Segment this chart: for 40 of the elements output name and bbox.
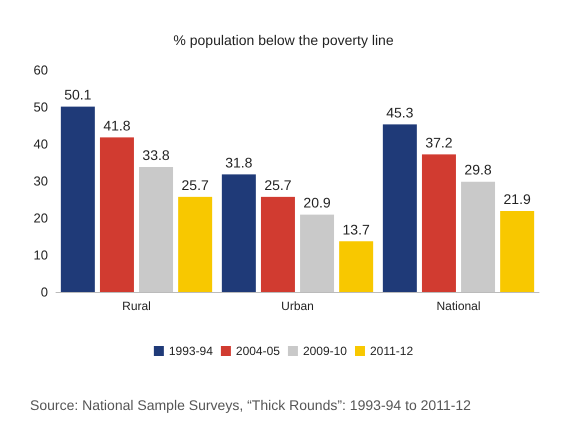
bar [382,124,417,292]
legend-label: 1993-94 [168,344,214,358]
bar [339,241,374,292]
bar [260,196,295,292]
bar [139,166,174,292]
legend-label: 2009-10 [302,344,348,358]
y-tick-label: 20 [34,210,48,226]
y-tick-label: 60 [34,62,48,78]
y-tick-label: 30 [34,174,48,188]
y-tick-label: 0 [40,284,48,300]
chart-title: % population below the poverty line [173,32,394,48]
bar [461,182,496,292]
y-tick-label: 40 [34,136,48,152]
data-label: 25.7 [182,176,209,193]
data-label: 50.1 [64,86,92,103]
bar [422,154,456,292]
bar [222,174,256,292]
source-note: Source: National Sample Surveys, “Thick Rounds”: 1993-94 to 2011-12 [30,397,472,413]
bar [300,214,334,292]
x-tick-label: National [436,299,481,313]
x-tick-label: Urban [281,299,314,313]
data-label: 33.8 [142,146,170,163]
data-label: 41.8 [103,117,131,134]
bar [178,196,212,292]
data-label: 25.7 [264,176,292,193]
data-label: 29.8 [464,162,492,178]
x-tick-label: Rural [122,299,151,313]
y-tick-label: 50 [34,100,48,114]
data-label: 21.9 [504,190,531,207]
bar [100,137,134,292]
bar [60,106,95,292]
data-label: 13.7 [342,221,370,238]
data-label: 37.2 [425,134,453,150]
bar [500,210,534,292]
data-label: 31.8 [225,154,253,170]
legend-label: 2011-12 [370,344,414,358]
data-label: 45.3 [386,104,414,120]
y-tick-label: 10 [34,248,48,262]
legend-label: 2004-05 [236,344,280,358]
data-label: 20.9 [303,194,331,211]
